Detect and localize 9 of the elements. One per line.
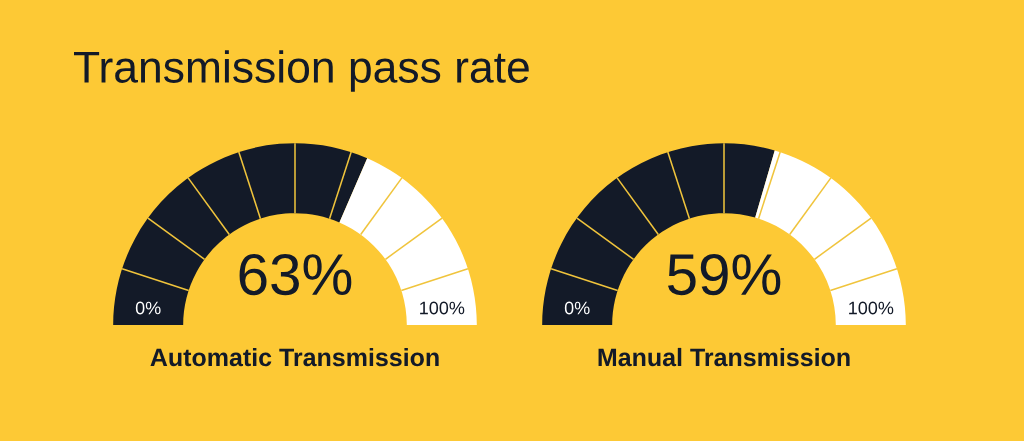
text: 0%: [135, 301, 161, 315]
data-label: 63%: [239, 253, 352, 296]
text: Automatic Transmission: [150, 347, 439, 367]
text: 100%: [849, 301, 894, 315]
data-label: 59%: [667, 253, 781, 296]
text: Manual Transmission: [598, 347, 850, 367]
text: 100%: [420, 301, 465, 315]
text: 0%: [564, 301, 590, 315]
chart-title: Transmission pass rate: [74, 50, 529, 92]
